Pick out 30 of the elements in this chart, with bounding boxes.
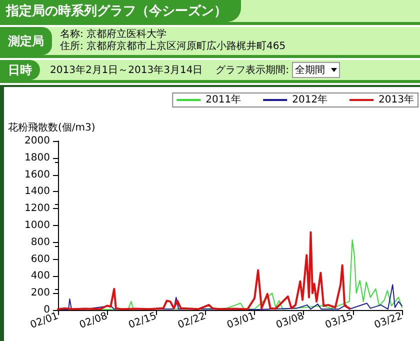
legend-label: 2012年 [292, 94, 328, 106]
text: グラフ表示期間: [216, 64, 289, 77]
x-tick-label: 03/01 [226, 310, 256, 332]
y-tick-label: 2000 [24, 136, 50, 146]
text: 日時 [0, 60, 40, 80]
x-tick-label: 03/15 [324, 310, 355, 332]
text: 住所: 京都府京都市上京区河原町広小路梶井町465 [60, 41, 286, 53]
legend-label: 2011年 [206, 94, 242, 106]
y-tick-label: 1800 [24, 152, 50, 164]
x-tick-label: 03/08 [274, 310, 306, 332]
text: 測定局 [0, 27, 52, 55]
x-tick-label: 02/08 [78, 310, 110, 332]
legend-label: 2013年 [378, 94, 414, 106]
y-tick-label: 0 [44, 304, 50, 316]
y-tick-label: 1200 [24, 203, 50, 214]
x-tick-label: 03/22 [373, 310, 404, 332]
x-tick-label: 02/22 [176, 310, 208, 332]
text: 2013年2月1日～2013年3月14日 [50, 64, 203, 77]
y-axis-title: 花粉飛散数(個/m3) [8, 122, 96, 134]
y-tick-label: 1000 [24, 220, 50, 231]
text: 全期間 [295, 64, 325, 77]
y-tick-label: 400 [30, 270, 50, 282]
y-tick-label: 1600 [24, 169, 50, 180]
y-tick-label: 800 [30, 236, 50, 248]
y-tick-label: 600 [30, 254, 50, 265]
x-tick-label: 02/15 [127, 310, 158, 332]
text: 名称: 京都府立医科大学 [60, 29, 168, 40]
y-tick-label: 200 [30, 288, 50, 299]
chart-title: 指定局の時系列グラフ（今シーズン） [0, 0, 241, 22]
y-tick-label: 1400 [24, 186, 50, 198]
